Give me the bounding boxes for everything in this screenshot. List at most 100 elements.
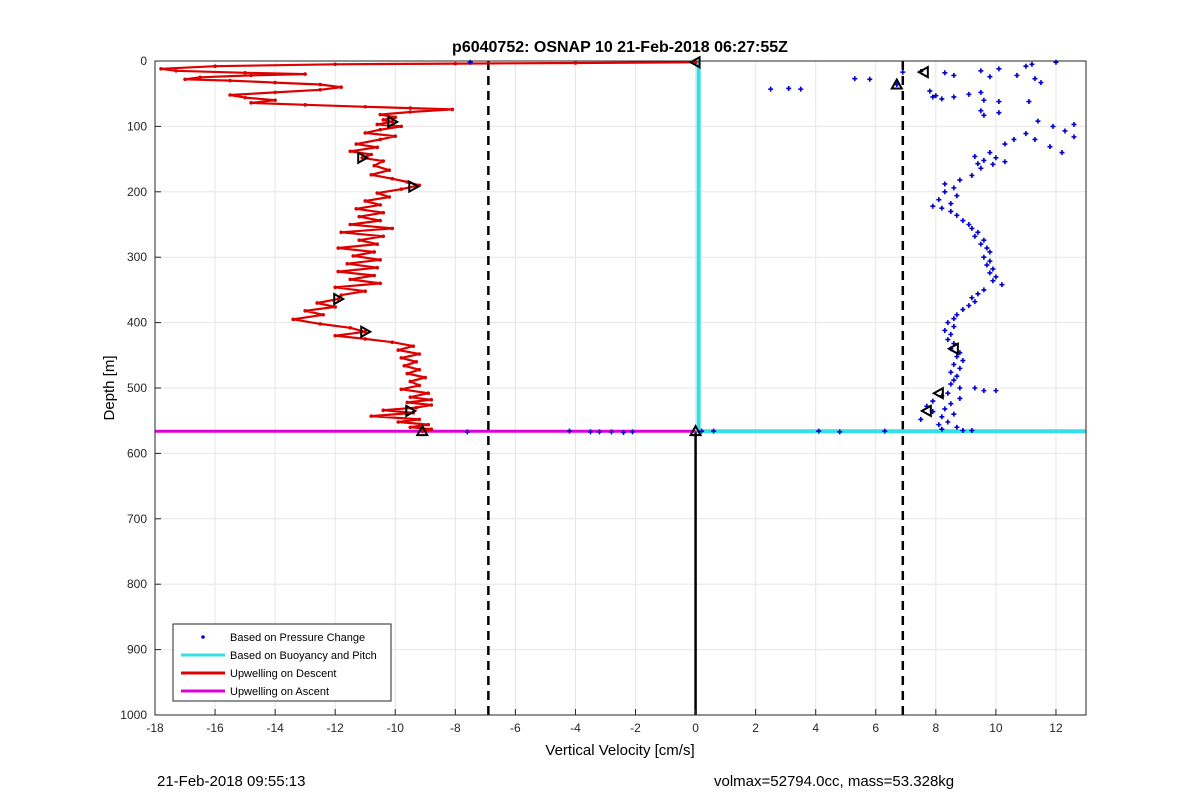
descent-point [381,210,386,215]
pressure-change-point [990,278,996,284]
pressure-change-point [798,86,804,92]
grid-lines [154,60,1086,716]
descent-point [369,414,374,418]
descent-point [387,168,392,173]
pressure-change-point [957,177,963,183]
pressure-change-point [948,201,954,207]
descent-point [348,326,353,330]
pressure-change-point [945,419,951,425]
descent-point [417,367,422,372]
pressure-change-point [1047,144,1053,150]
pressure-change-point [951,324,957,330]
descent-point [411,344,416,348]
pressure-change-point [999,282,1005,288]
pressure-change-point [945,337,951,343]
y-tick-label: 800 [127,577,147,591]
descent-point [243,70,247,75]
descent-point [390,340,395,345]
pressure-change-point [987,270,993,276]
descent-point [390,120,395,124]
x-tick-label: -8 [450,721,461,735]
pressure-change-point [1014,72,1020,78]
pressure-change-point [945,320,951,326]
descent-point [303,103,307,107]
pressure-change-point [621,429,627,435]
pressure-change-point [1032,136,1038,142]
pressure-change-point [975,161,981,167]
pressure-change-point [942,70,948,76]
pressure-change-point [566,428,572,434]
descent-marker [415,424,429,437]
x-tick-label: 10 [989,721,1003,735]
descent-point [429,427,434,432]
pressure-change-point [1050,123,1056,129]
pressure-change-point [596,429,602,435]
pressure-change-point [816,428,822,434]
descent-point [381,408,386,413]
descent-point [303,309,307,313]
descent-point [426,391,431,396]
descent-point [318,87,322,92]
descent-point [420,429,425,433]
descent-point [399,387,404,392]
y-axis-label: Depth [m] [101,355,118,420]
descent-marker [387,115,400,129]
x-tick-label: 2 [752,721,759,735]
pressure-change-point [936,422,942,428]
pressure-change-point [990,161,996,167]
legend: Based on Pressure Change Based on Buoyanc… [172,623,392,702]
descent-point [159,67,163,71]
y-tick-label: 900 [127,643,147,657]
pressure-change-point [960,358,966,364]
pressure-change-point [768,86,774,92]
pressure-change-point [969,295,975,301]
pressure-marker [919,404,932,418]
descent-point [363,337,368,341]
pressure-change-point [993,388,999,394]
pressure-change-point [933,93,939,99]
pressure-change-point [954,312,960,318]
pressure-change-point [978,68,984,74]
pressure-change-point [957,395,963,401]
pressure-change-point [960,218,966,224]
pressure-change-point [918,416,924,422]
pressure-change-point [987,150,993,156]
descent-point [354,207,359,211]
legend-label: Upwelling on Descent [230,668,336,680]
descent-point [450,107,455,112]
y-tick-label: 500 [127,381,147,395]
pressure-change-point [951,94,957,100]
descent-point [408,106,413,110]
pressure-change-point [951,411,957,417]
pressure-change-point [951,72,957,78]
legend-label: Based on Buoyancy and Pitch [230,650,377,662]
descent-point [360,155,365,160]
descent-point [399,124,404,129]
pressure-change-point [1062,128,1068,134]
pressure-change-point [954,424,960,430]
pressure-change-point [951,377,957,383]
x-tick-label: -10 [387,721,405,735]
series-layer [155,59,1086,435]
descent-marker [360,325,373,339]
pressure-change-point [981,388,987,394]
descent-point [228,93,232,97]
descent-point [333,333,337,338]
descent-point [390,176,395,181]
pressure-change-point [981,287,987,293]
pressure-change-point [837,429,843,435]
pressure-change-point [699,428,705,434]
x-tick-label: -14 [266,721,284,735]
descent-point [336,269,340,274]
descent-point [381,159,386,163]
pressure-change-point [981,237,987,243]
descent-point [390,226,395,231]
pressure-marker [931,386,944,400]
descent-point [396,420,401,424]
descent-point [417,352,422,356]
pressure-change-point [948,369,954,375]
pressure-change-point [939,205,945,211]
descent-point [375,265,380,270]
pressure-change-point [975,291,981,297]
pressure-marker [688,424,703,437]
